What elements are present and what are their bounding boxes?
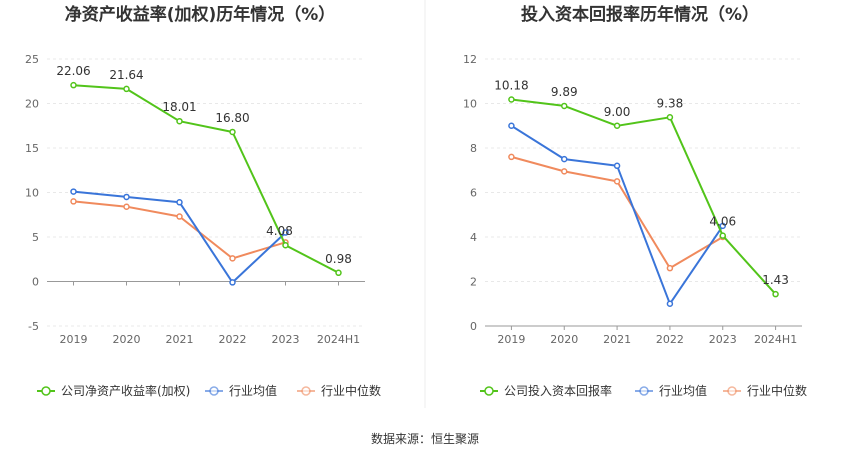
roe-legend-item-median: 行业中位数 bbox=[297, 383, 381, 398]
roe-company-point bbox=[229, 128, 236, 136]
roe-median-point bbox=[123, 203, 130, 210]
roe-company-data-label: 4.08 bbox=[266, 224, 293, 238]
roic-company-point bbox=[666, 114, 674, 121]
roe-legend-label: 行业均值 bbox=[229, 383, 277, 398]
roe-average-point bbox=[176, 199, 183, 206]
roic-average-point bbox=[613, 162, 621, 170]
roe-chart: 净资产收益率(加权)历年情况（%） -5 0 5 10 15 20 25 2019 2020 20… bbox=[25, 4, 381, 398]
roic-ytick-label: 0 bbox=[470, 320, 477, 333]
roe-xtick-label: 2020 bbox=[113, 333, 141, 346]
roic-median-line bbox=[511, 155, 724, 270]
roic-average-point bbox=[719, 222, 726, 230]
roic-legend-item-average: 行业均值 bbox=[635, 383, 707, 398]
roic-median-point bbox=[666, 264, 674, 272]
roic-legend-swatch-marker bbox=[484, 386, 494, 396]
roe-median-line bbox=[73, 200, 286, 260]
roic-xtick-label: 2024H1 bbox=[754, 333, 797, 346]
roe-average-point bbox=[123, 193, 130, 201]
roe-median-point bbox=[70, 198, 77, 205]
roic-median-point bbox=[561, 168, 568, 175]
roic-average-point bbox=[561, 155, 568, 163]
roic-company-point bbox=[561, 102, 568, 110]
roic-company-data-label: 4.06 bbox=[709, 215, 736, 229]
roe-company-line bbox=[73, 84, 339, 274]
roic-legend-item-median: 行业中位数 bbox=[723, 383, 807, 398]
roe-legend-swatch-marker bbox=[209, 386, 219, 396]
roe-ytick-label: -5 bbox=[28, 320, 39, 333]
roic-legend-item-company: 公司投入资本回报率 bbox=[480, 383, 612, 398]
roic-ytick-label: 2 bbox=[470, 276, 477, 289]
roic-company-data-label: 9.38 bbox=[657, 96, 684, 110]
roic-chart-title: 投入资本回报率历年情况（%） bbox=[521, 4, 759, 25]
roe-median-point bbox=[176, 213, 183, 220]
roe-ytick-label: 20 bbox=[25, 98, 39, 111]
roic-legend-swatch-marker bbox=[639, 386, 649, 396]
roic-legend-label: 行业均值 bbox=[659, 383, 707, 398]
roe-ytick-label: 10 bbox=[25, 187, 39, 200]
roic-company-point bbox=[772, 290, 779, 298]
roic-average-line bbox=[510, 124, 724, 305]
roe-xtick-label: 2024H1 bbox=[317, 333, 360, 346]
roic-ytick-label: 10 bbox=[463, 98, 477, 111]
roe-ytick-label: 0 bbox=[32, 276, 39, 289]
roic-xtick-label: 2019 bbox=[497, 333, 525, 346]
roe-company-point bbox=[176, 117, 183, 125]
roic-legend-label: 公司投入资本回报率 bbox=[504, 383, 612, 398]
roe-legend-item-company: 公司净资产收益率(加权) bbox=[37, 383, 190, 398]
roe-company-data-label: 22.06 bbox=[56, 64, 90, 78]
roic-ytick-label: 6 bbox=[470, 187, 477, 200]
roe-ytick-label: 15 bbox=[25, 142, 39, 155]
roic-xtick-label: 2022 bbox=[656, 333, 684, 346]
roe-company-point bbox=[282, 241, 289, 249]
roe-company-data-label: 18.01 bbox=[162, 100, 196, 114]
roe-chart-title: 净资产收益率(加权)历年情况（%） bbox=[65, 4, 336, 25]
roic-company-data-label: 10.18 bbox=[494, 78, 528, 92]
roic-xtick-label: 2020 bbox=[550, 333, 578, 346]
roic-company-data-label: 9.00 bbox=[604, 105, 631, 119]
roic-company-data-label: 1.43 bbox=[762, 273, 789, 287]
roe-company-point bbox=[70, 81, 77, 89]
roic-company-line bbox=[511, 98, 777, 295]
roic-median-point bbox=[613, 178, 621, 185]
roic-legend-swatch-marker bbox=[727, 386, 737, 396]
roe-xtick-label: 2022 bbox=[219, 333, 247, 346]
roe-legend-swatch-marker bbox=[301, 386, 311, 396]
roic-median-point bbox=[508, 153, 515, 161]
roic-company-point bbox=[508, 96, 515, 103]
roe-ytick-label: 25 bbox=[25, 53, 39, 66]
roe-xtick-label: 2019 bbox=[60, 333, 88, 346]
roic-chart: 投入资本回报率历年情况（%） 0 2 4 6 8 10 12 2019 2020 2021 2022… bbox=[463, 4, 807, 398]
roic-ytick-label: 12 bbox=[463, 53, 477, 66]
roe-company-data-label: 0.98 bbox=[325, 252, 352, 266]
roe-company-point bbox=[335, 269, 342, 277]
roe-median-point bbox=[229, 255, 236, 262]
roe-xtick-label: 2023 bbox=[272, 333, 300, 346]
roe-company-data-label: 16.80 bbox=[215, 111, 249, 125]
roe-average-point bbox=[282, 229, 289, 236]
roic-legend-label: 行业中位数 bbox=[747, 383, 807, 398]
roe-legend-label: 行业中位数 bbox=[321, 383, 381, 398]
roe-company-data-label: 21.64 bbox=[109, 68, 143, 82]
roe-average-point bbox=[70, 188, 77, 195]
roic-company-point bbox=[719, 232, 726, 239]
roic-average-point bbox=[508, 122, 515, 129]
roe-average-point bbox=[229, 279, 236, 286]
roe-company-point bbox=[123, 85, 130, 93]
roic-xtick-label: 2021 bbox=[603, 333, 631, 346]
roic-ytick-label: 4 bbox=[470, 231, 477, 244]
roic-ytick-label: 8 bbox=[470, 142, 477, 155]
roic-company-point bbox=[613, 122, 621, 129]
data-source: 数据来源：恒生聚源 bbox=[371, 431, 479, 446]
roic-average-point bbox=[666, 300, 674, 307]
roe-legend-item-average: 行业均值 bbox=[205, 383, 277, 398]
roe-legend-label: 公司净资产收益率(加权) bbox=[61, 383, 190, 398]
roic-xtick-label: 2023 bbox=[709, 333, 737, 346]
roe-ytick-label: 5 bbox=[32, 231, 39, 244]
roe-legend-swatch-marker bbox=[41, 386, 51, 396]
roic-company-data-label: 9.89 bbox=[551, 85, 578, 99]
roe-xtick-label: 2021 bbox=[166, 333, 194, 346]
